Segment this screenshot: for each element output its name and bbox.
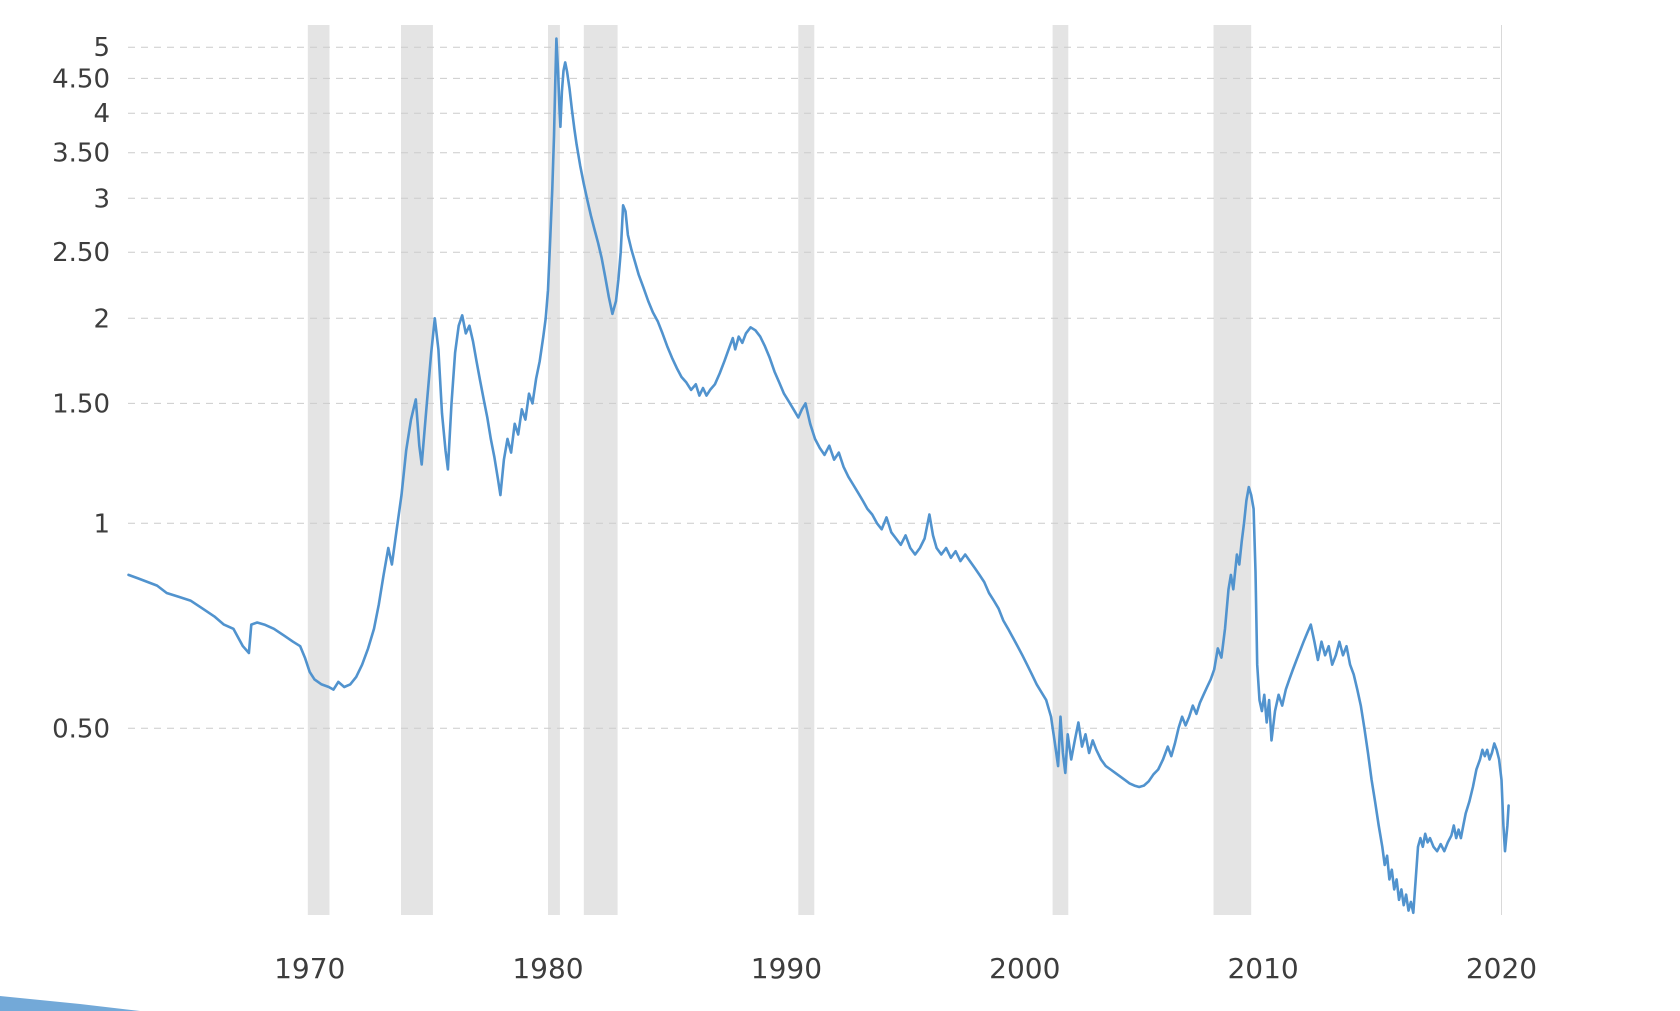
y-tick-label: 1.50 bbox=[52, 389, 110, 419]
y-tick-label: 1 bbox=[93, 509, 110, 539]
mini-chart-sliver[interactable] bbox=[0, 996, 140, 1011]
x-tick-label: 2010 bbox=[1227, 952, 1298, 985]
x-tick-label: 1990 bbox=[751, 952, 822, 985]
price-line[interactable] bbox=[127, 37, 1510, 915]
recession-band bbox=[548, 25, 560, 915]
recession-band bbox=[1052, 25, 1069, 915]
y-tick-label: 2 bbox=[93, 304, 110, 334]
x-tick-label: 1970 bbox=[274, 952, 345, 985]
y-tick-label: 2.50 bbox=[52, 238, 110, 268]
y-tick-label: 0.50 bbox=[52, 714, 110, 744]
x-tick-label: 2020 bbox=[1466, 952, 1537, 985]
y-tick-label: 3 bbox=[93, 184, 110, 214]
recession-band bbox=[583, 25, 618, 915]
y-tick-label: 5 bbox=[93, 33, 110, 63]
y-tick-label: 4 bbox=[93, 99, 110, 129]
recession-band bbox=[798, 25, 815, 915]
recession-band bbox=[401, 25, 433, 915]
recession-band bbox=[307, 25, 330, 915]
x-tick-label: 2000 bbox=[989, 952, 1060, 985]
x-tick-label: 1980 bbox=[512, 952, 583, 985]
y-tick-label: 4.50 bbox=[52, 64, 110, 94]
y-tick-label: 3.50 bbox=[52, 139, 110, 169]
recession-band bbox=[1213, 25, 1252, 915]
